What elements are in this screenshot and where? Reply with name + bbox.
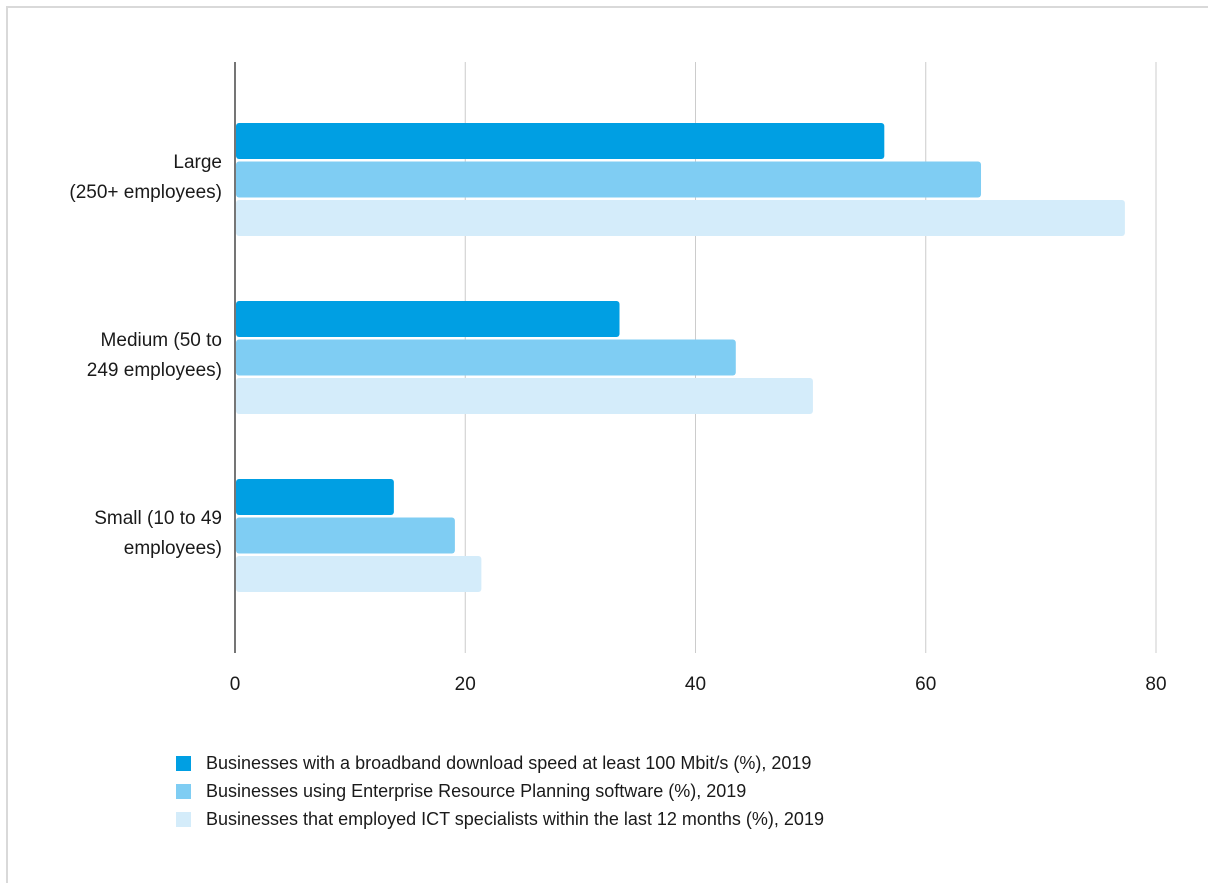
category-label: 249 employees) [87,360,222,381]
bar [236,301,620,337]
legend-item: Businesses with a broadband download spe… [176,749,824,777]
x-tick-label: 60 [915,674,936,695]
chart-legend: Businesses with a broadband download spe… [176,749,824,833]
legend-swatch [176,811,191,827]
legend-item: Businesses that employed ICT specialists… [176,805,824,833]
legend-swatch [176,755,191,771]
category-label: (250+ employees) [69,182,222,203]
bar [236,123,885,159]
bar [236,479,394,515]
x-tick-label: 0 [230,674,241,695]
legend-swatch [176,783,191,799]
bar [236,339,736,376]
category-label: employees) [124,538,222,559]
bar [236,378,813,414]
bar [236,556,482,592]
legend-item: Businesses using Enterprise Resource Pla… [176,777,824,805]
legend-label: Businesses with a broadband download spe… [206,752,812,773]
legend-label: Businesses that employed ICT specialists… [206,808,824,829]
x-tick-label: 80 [1145,674,1166,695]
category-label: Medium (50 to [101,330,222,351]
category-label: Large [173,152,222,173]
category-label: Small (10 to 49 [94,508,222,529]
bar [236,161,982,198]
x-tick-label: 20 [455,674,476,695]
legend-label: Businesses using Enterprise Resource Pla… [206,780,747,801]
bar [236,517,455,554]
bar [236,200,1125,236]
x-tick-label: 40 [685,674,706,695]
